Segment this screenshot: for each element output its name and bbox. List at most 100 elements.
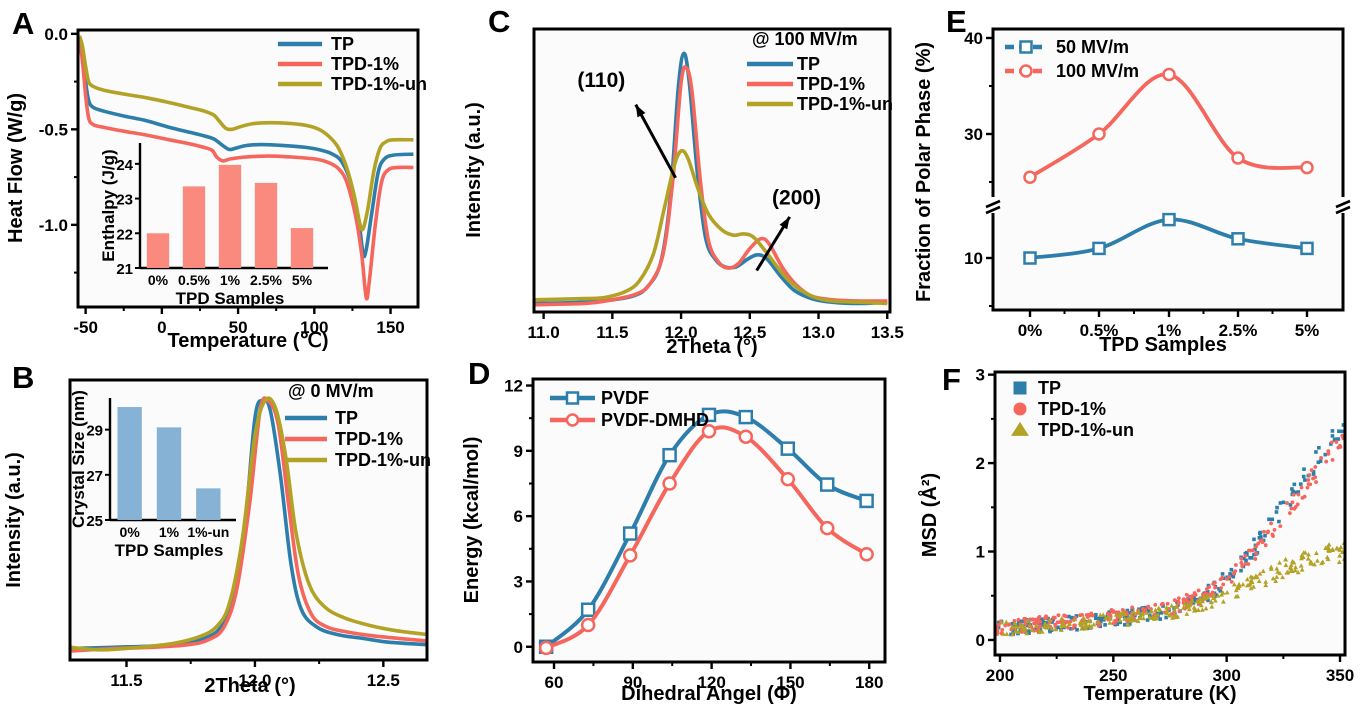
panel-label-a: A	[12, 6, 35, 41]
svg-text:10: 10	[964, 249, 983, 268]
svg-text:0: 0	[514, 638, 523, 657]
svg-text:3: 3	[976, 366, 985, 385]
panel-d-plot: 60 90 120 150 180 0 3 6 9 12 Dihedral Angel (Φ) Ene…	[461, 377, 887, 705]
svg-text:TPD-1%-un: TPD-1%-un	[335, 450, 431, 470]
svg-text:350: 350	[1326, 666, 1354, 685]
panel-label-b: B	[12, 360, 35, 395]
svg-text:Temperature (℃): Temperature (℃)	[167, 330, 328, 352]
panel-f-plot: 200 250 300 350 0 1 2 3 Temperature (K) MSD (Å²) T…	[917, 366, 1354, 705]
svg-text:MSD (Å²): MSD (Å²)	[917, 473, 941, 557]
panel-label-d: D	[468, 356, 491, 391]
svg-text:24: 24	[116, 157, 133, 174]
svg-text:9: 9	[514, 442, 523, 461]
svg-text:21: 21	[116, 261, 133, 278]
svg-text:0%: 0%	[1018, 321, 1043, 340]
svg-text:27: 27	[86, 468, 103, 485]
svg-text:TPD-1%-un: TPD-1%-un	[797, 94, 893, 114]
svg-text:2Theta (°): 2Theta (°)	[666, 336, 757, 358]
svg-text:TPD-1%: TPD-1%	[335, 429, 403, 449]
svg-text:0%: 0%	[120, 524, 141, 540]
svg-text:0.5%: 0.5%	[1080, 321, 1119, 340]
svg-text:25: 25	[86, 513, 103, 530]
svg-text:1%-un: 1%-un	[187, 524, 229, 540]
svg-text:TP: TP	[1038, 378, 1061, 398]
svg-text:300: 300	[1212, 666, 1240, 685]
svg-text:100 MV/m: 100 MV/m	[1056, 61, 1139, 81]
svg-text:Energy (kcal/mol): Energy (kcal/mol)	[461, 437, 483, 604]
svg-text:200: 200	[986, 666, 1014, 685]
svg-text:120: 120	[697, 673, 725, 692]
svg-text:60: 60	[545, 673, 564, 692]
svg-text:12.0: 12.0	[238, 671, 271, 690]
svg-text:30: 30	[964, 125, 983, 144]
svg-text:1%: 1%	[1157, 321, 1182, 340]
panel-c-plot: (110) (200) 11.0 11.5 12.0 12.5 13.0 13.5 2Theta…	[463, 27, 904, 358]
svg-text:(110): (110)	[577, 69, 625, 92]
panel-e-polar-phase-chart: 0% 0.5% 1% 2.5% 5% 40 30 10 TPD Samples Fraction …	[910, 0, 1362, 362]
svg-text:50: 50	[229, 318, 248, 337]
svg-text:0: 0	[976, 631, 985, 650]
svg-text:Temperature (K): Temperature (K)	[1084, 683, 1237, 705]
svg-text:2.5%: 2.5%	[250, 272, 282, 288]
svg-text:100: 100	[300, 318, 328, 337]
svg-text:0.0: 0.0	[44, 25, 68, 44]
svg-text:12: 12	[504, 377, 523, 396]
svg-text:TPD-1%: TPD-1%	[797, 74, 865, 94]
svg-text:22: 22	[116, 226, 133, 243]
svg-text:TP: TP	[797, 54, 820, 74]
svg-text:13.0: 13.0	[802, 323, 835, 342]
panel-label-f: F	[942, 362, 961, 397]
svg-text:1%: 1%	[220, 272, 241, 288]
svg-text:@ 0 MV/m: @ 0 MV/m	[288, 381, 374, 401]
svg-text:11.5: 11.5	[110, 671, 142, 690]
panel-e-plot: 0% 0.5% 1% 2.5% 5% 40 30 10 TPD Samples Fraction …	[913, 27, 1351, 356]
svg-text:TP: TP	[335, 408, 358, 428]
svg-text:2: 2	[976, 454, 985, 473]
svg-text:Fraction of Polar Phase (%): Fraction of Polar Phase (%)	[913, 42, 935, 302]
svg-text:23: 23	[116, 192, 133, 209]
svg-text:TPD-1%: TPD-1%	[331, 54, 399, 74]
panel-a-plot: 21 22 23 24 0% 0.5% 1% 2.5% 5% TPD Samples Enthalp…	[5, 25, 427, 352]
svg-text:29: 29	[86, 423, 103, 440]
svg-text:11.5: 11.5	[596, 323, 628, 342]
svg-text:12.5: 12.5	[733, 323, 766, 342]
svg-text:6: 6	[514, 507, 523, 526]
svg-text:Dihedral Angel (Φ): Dihedral Angel (Φ)	[621, 683, 797, 705]
svg-text:@ 100 MV/m: @ 100 MV/m	[752, 29, 858, 49]
panel-a-dsc-chart: 21 22 23 24 0% 0.5% 1% 2.5% 5% TPD Samples Enthalp…	[0, 0, 460, 355]
svg-text:TPD Samples: TPD Samples	[176, 289, 285, 308]
svg-text:TPD Samples: TPD Samples	[115, 541, 224, 560]
svg-text:-50: -50	[73, 318, 98, 337]
svg-text:PVDF-DMHD: PVDF-DMHD	[601, 410, 709, 430]
svg-text:Crystal Size (nm): Crystal Size (nm)	[69, 390, 88, 528]
svg-text:2.5%: 2.5%	[1219, 321, 1258, 340]
svg-text:90: 90	[623, 673, 642, 692]
svg-text:180: 180	[855, 673, 883, 692]
svg-text:0%: 0%	[148, 272, 169, 288]
svg-text:TPD-1%: TPD-1%	[1038, 399, 1106, 419]
svg-text:11.0: 11.0	[528, 323, 560, 342]
svg-text:12.5: 12.5	[367, 671, 400, 690]
panel-d-energy-chart: 60 90 120 150 180 0 3 6 9 12 Dihedral Angel (Φ) Ene…	[460, 355, 910, 713]
svg-text:13.5: 13.5	[871, 323, 904, 342]
svg-text:-0.5: -0.5	[39, 120, 68, 139]
panel-f-msd-chart: 200 250 300 350 0 1 2 3 Temperature (K) MSD (Å²) T…	[910, 355, 1362, 713]
svg-text:5%: 5%	[1295, 321, 1320, 340]
panel-b-xrd-0mvm-chart: 25 27 29 0% 1% 1%-un TPD Samples Crystal Size (…	[0, 355, 460, 713]
svg-text:2Theta (°): 2Theta (°)	[204, 675, 295, 697]
svg-text:0.5%: 0.5%	[178, 272, 210, 288]
svg-text:TPD-1%-un: TPD-1%-un	[1038, 420, 1134, 440]
svg-text:3: 3	[514, 572, 523, 591]
svg-text:150: 150	[376, 318, 404, 337]
panel-label-c: C	[488, 4, 511, 39]
svg-text:(200): (200)	[772, 186, 821, 209]
svg-text:1%: 1%	[159, 524, 180, 540]
svg-text:1: 1	[976, 543, 985, 562]
svg-text:50 MV/m: 50 MV/m	[1056, 37, 1129, 57]
svg-text:Heat Flow (W/g): Heat Flow (W/g)	[5, 93, 27, 243]
svg-text:40: 40	[964, 29, 983, 48]
panel-c-xrd-100mvm-chart: (110) (200) 11.0 11.5 12.0 12.5 13.0 13.5 2Theta…	[460, 0, 910, 362]
svg-text:TPD Samples: TPD Samples	[1099, 334, 1227, 356]
